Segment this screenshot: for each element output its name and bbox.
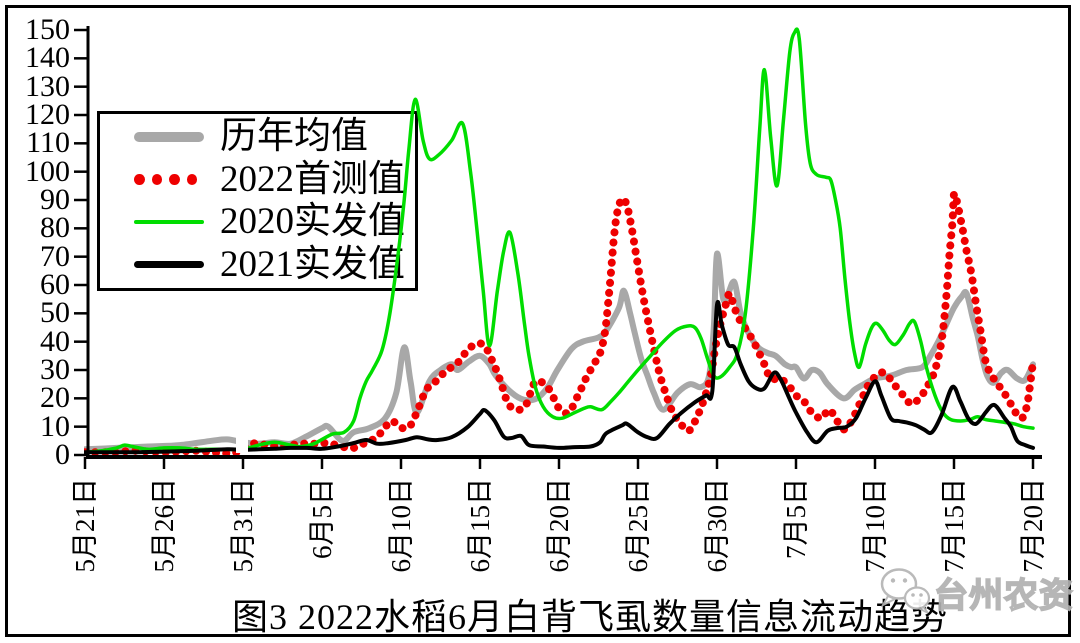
x-axis-label: 5月26日 bbox=[149, 478, 179, 573]
legend-label-hist-avg: 历年均值 bbox=[220, 116, 368, 158]
y-axis-label-10: 10 bbox=[40, 409, 70, 443]
y-axis-label-60: 60 bbox=[40, 268, 70, 301]
watermark: 台州农资 bbox=[878, 566, 1074, 619]
y-axis-label-20: 20 bbox=[40, 381, 70, 415]
legend-swatch-hist-avg bbox=[134, 132, 204, 143]
x-axis-label: 5月21日 bbox=[70, 478, 100, 573]
y-axis-label-120: 120 bbox=[25, 98, 70, 131]
wechat-icon bbox=[878, 566, 932, 619]
y-axis-label-140: 140 bbox=[25, 41, 70, 75]
watermark-text: 台州农资 bbox=[933, 577, 1074, 616]
legend-item-y2020-actual: 2020实发值 bbox=[100, 201, 415, 243]
y-axis-label-100: 100 bbox=[25, 154, 70, 188]
outer-border bbox=[5, 5, 1071, 637]
y-axis-label-110: 110 bbox=[26, 126, 70, 160]
y-axis-label-70: 70 bbox=[40, 239, 70, 273]
y-axis-label-130: 130 bbox=[25, 69, 70, 103]
y-axis-label-150: 150 bbox=[25, 13, 70, 46]
chart-title: 图3 2022水稻6月白背飞虱数量信息流动趋势 bbox=[232, 597, 949, 637]
y-axis-label-90: 90 bbox=[40, 183, 70, 216]
legend-label-y2020-actual: 2020实发值 bbox=[220, 201, 405, 243]
legend-swatch-y2020-actual bbox=[134, 220, 204, 225]
legend-swatch-y2021-actual bbox=[134, 261, 204, 269]
legend-item-y2022-first: 2022首测值 bbox=[100, 159, 415, 201]
y-axis-label-0: 0 bbox=[55, 438, 70, 471]
legend-item-hist-avg: 历年均值 bbox=[100, 116, 415, 158]
legend-label-y2022-first: 2022首测值 bbox=[220, 158, 405, 200]
y-axis-label-40: 40 bbox=[40, 324, 70, 358]
legend-swatch-y2022-first bbox=[134, 174, 204, 186]
legend-label-y2021-actual: 2021实发值 bbox=[220, 243, 405, 285]
y-axis-label-30: 30 bbox=[40, 353, 70, 386]
legend: 历年均值 2022首测值 2020实发值 2021实发值 bbox=[97, 111, 418, 291]
legend-item-y2021-actual: 2021实发值 bbox=[100, 244, 415, 286]
y-axis-label-80: 80 bbox=[40, 211, 70, 245]
y-axis-label-50: 50 bbox=[40, 296, 70, 330]
